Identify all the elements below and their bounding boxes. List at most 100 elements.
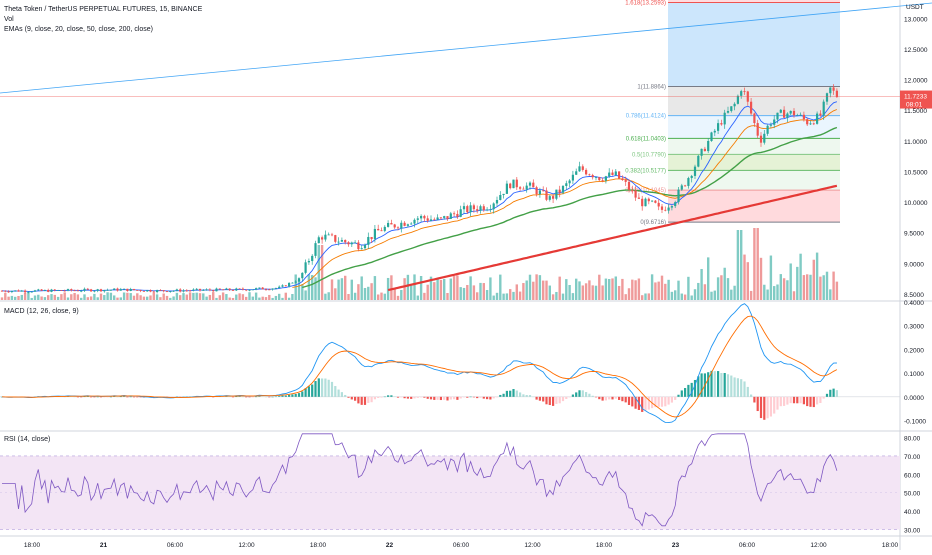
- candle-body: [604, 176, 607, 181]
- candle-body: [271, 288, 274, 290]
- time-tick-label: 12:00: [524, 542, 541, 549]
- macd-histogram-bar: [268, 396, 271, 398]
- macd-histogram-bar: [476, 396, 479, 399]
- macd-histogram-bar: [238, 396, 241, 397]
- candle-body: [753, 113, 756, 124]
- time-tick-label: 18:00: [596, 542, 613, 549]
- candle-body: [733, 103, 736, 107]
- macd-histogram-bar: [307, 386, 310, 397]
- volume-bar: [27, 292, 30, 300]
- time-tick-label: 18:00: [310, 542, 327, 549]
- fib-level-label: 0.618(11.0403): [626, 136, 666, 142]
- macd-histogram-bar: [354, 396, 357, 401]
- volume-bar: [443, 278, 446, 300]
- candle-body: [350, 242, 353, 245]
- volume-bar: [749, 290, 753, 300]
- volume-bar: [509, 289, 512, 300]
- candle-body: [294, 281, 297, 283]
- candle-body: [740, 91, 743, 96]
- volume-bar: [370, 283, 373, 300]
- fib-band: [668, 154, 840, 171]
- volume-bar: [73, 293, 76, 300]
- volume-bar: [165, 295, 169, 300]
- trendline[interactable]: [0, 2, 932, 97]
- fib-level-label: 0(9.6716): [640, 220, 666, 226]
- volume-bar: [561, 293, 565, 300]
- candle-body: [387, 222, 390, 227]
- volume-bar: [297, 280, 301, 300]
- volume-bar: [4, 292, 7, 300]
- volume-bar: [162, 293, 165, 300]
- fib-band: [668, 2, 840, 87]
- candle-body: [680, 185, 683, 190]
- macd-histogram-bar: [76, 396, 79, 398]
- volume-bar: [334, 288, 337, 300]
- candle-body: [654, 200, 657, 203]
- volume-bar: [707, 257, 710, 300]
- volume-bar: [505, 293, 509, 300]
- candle-body: [113, 288, 116, 290]
- macd-histogram-bar: [591, 395, 594, 397]
- volume-bar: [578, 281, 581, 300]
- volume-bar: [241, 294, 245, 300]
- axes: 13.0000 12.5000 12.0000 11.5000 11.0000 10.50…: [24, 4, 932, 549]
- volume-bar: [690, 295, 693, 300]
- macd-histogram-bar: [116, 396, 119, 398]
- candle-body: [169, 291, 172, 293]
- volume-bar: [829, 289, 832, 300]
- time-tick-label: 18:00: [24, 542, 41, 549]
- volume-bar: [56, 296, 60, 300]
- volume-bar: [80, 297, 83, 300]
- candle-body: [311, 255, 314, 262]
- candle-body: [126, 288, 129, 291]
- candle-body: [783, 109, 786, 118]
- candle-body: [552, 196, 555, 199]
- candle-body: [314, 243, 317, 256]
- volume-bar: [43, 297, 47, 300]
- volume-bar: [548, 285, 551, 300]
- macd-histogram-bar: [99, 396, 103, 398]
- volume-bar: [278, 293, 281, 300]
- candle-body: [769, 124, 772, 126]
- macd-legend: MACD (12, 26, close, 9): [4, 308, 79, 315]
- candle-body: [357, 242, 360, 250]
- last-price-label: 11.7233: [904, 94, 927, 101]
- rsi-pane: [0, 433, 900, 530]
- candle-body: [162, 290, 165, 292]
- fibonacci-retracement[interactable]: 1.618(13.2593) 1(11.8864) 0.786(11.4124) 0.…: [625, 0, 840, 226]
- candle-body: [489, 209, 492, 211]
- candle-body: [621, 178, 624, 181]
- candle-body: [726, 111, 730, 113]
- candle-body: [116, 288, 119, 291]
- volume-bar: [188, 292, 192, 300]
- volume-bar: [245, 296, 248, 300]
- volume-bar: [627, 288, 631, 300]
- macd-histogram-bar: [759, 396, 763, 419]
- candle-body: [776, 112, 779, 120]
- macd-histogram-bar: [357, 396, 360, 404]
- macd-histogram-bar: [644, 396, 647, 411]
- macd-histogram-bar: [806, 396, 809, 407]
- candle-body: [618, 171, 621, 179]
- macd-histogram-bar: [212, 396, 215, 398]
- macd-histogram-bar: [710, 370, 713, 397]
- candle-body: [443, 216, 446, 218]
- volume-bar: [231, 297, 235, 300]
- volume-bar: [238, 293, 241, 300]
- volume-bar: [367, 286, 370, 300]
- volume-bar: [136, 293, 139, 300]
- vol-label: Vol: [4, 16, 14, 23]
- volume-bar: [202, 293, 205, 300]
- volume-bar: [76, 294, 80, 300]
- macd-histogram-bar: [588, 393, 591, 397]
- candle-body: [525, 185, 528, 190]
- volume-bar: [344, 275, 347, 300]
- fib-level-label: 0.786(11.4124): [626, 114, 666, 120]
- candle-body: [225, 288, 228, 290]
- volume-bar: [146, 296, 149, 300]
- volume-bar: [575, 278, 578, 300]
- candle-body: [674, 202, 677, 207]
- volume-bar: [584, 283, 588, 300]
- candle-body: [482, 206, 485, 211]
